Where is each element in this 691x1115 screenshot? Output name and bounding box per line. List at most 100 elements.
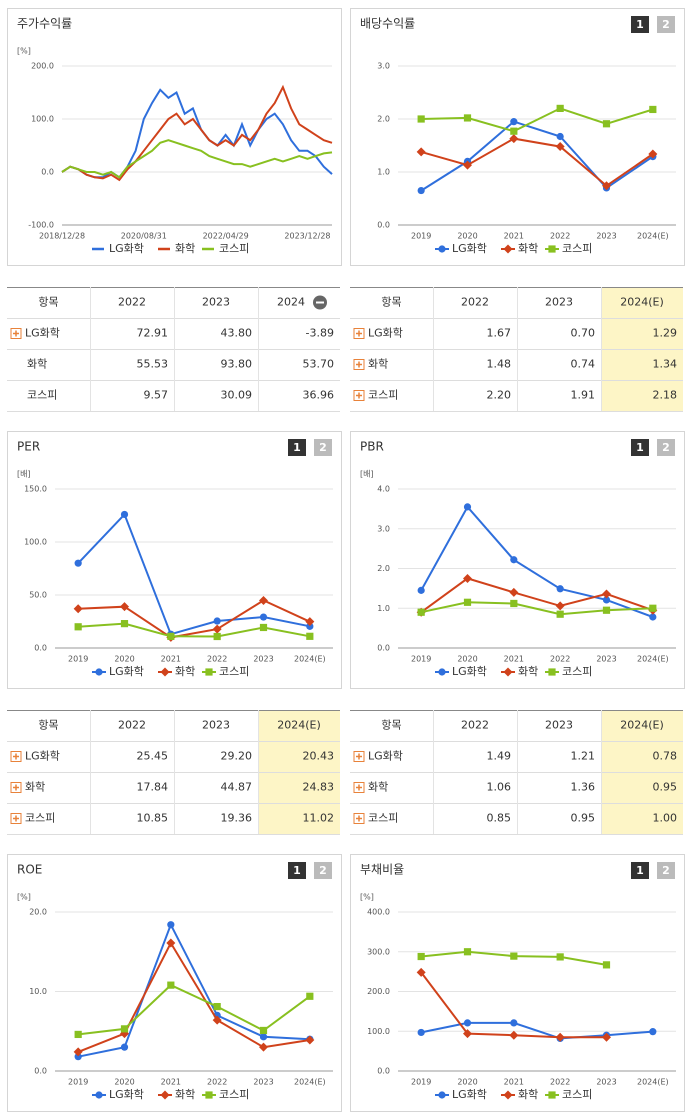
cell-value: 72.91 [137,327,169,340]
marker [510,556,518,564]
marker [510,127,518,135]
unit-label: [%] [17,893,31,902]
marker [649,613,657,621]
row-label: 코스피 [368,812,398,825]
series-line [61,88,333,179]
marker [438,668,446,676]
marker [509,134,519,144]
column-header: 2022 [461,719,489,732]
marker [548,1091,556,1099]
x-tick-label: 2019 [411,655,431,664]
page-button[interactable] [631,16,649,33]
cell-value: 1.29 [653,327,678,340]
page-button-label: 2 [662,441,670,454]
y-tick-label: 100.0 [31,115,54,124]
series-line [61,139,333,179]
marker [213,1003,221,1011]
page-button[interactable] [657,439,675,456]
legend-label: 화학 [175,1088,195,1101]
marker [649,604,657,612]
cell-value: 55.53 [137,358,169,371]
row-label: LG화학 [25,750,60,763]
panel [7,431,342,689]
legend-label: LG화학 [109,665,144,678]
marker [417,952,425,961]
y-tick-label: 400.0 [367,908,390,917]
row-label: 코스피 [25,812,55,825]
marker [416,147,426,157]
marker [205,1091,213,1099]
marker [503,1090,513,1100]
marker [555,142,565,152]
page-button[interactable] [314,862,332,879]
marker [548,245,556,253]
chart-title: ROE [17,863,42,877]
marker [417,586,425,594]
cell-value: -3.89 [306,327,334,340]
cell-value: 2.18 [653,389,678,402]
column-header: 항목 [38,296,58,309]
marker [510,599,518,608]
x-tick-label: 2022 [207,655,227,664]
series-line [420,505,654,618]
chart-title: 주가수익률 [17,17,72,31]
legend-label: 코스피 [562,1088,592,1101]
page-button[interactable] [657,862,675,879]
expand-icon-plus [13,330,19,337]
x-tick-label: 2024(E) [637,1078,669,1087]
unit-label: [배] [360,470,374,479]
cell-value: 24.83 [303,781,335,794]
y-tick-label: 200.0 [31,62,54,71]
marker [503,667,513,677]
page-button[interactable] [288,439,306,456]
marker [438,1091,446,1099]
y-tick-label: 1.0 [377,168,390,177]
page-button[interactable] [631,862,649,879]
cell-value: 1.21 [571,750,596,763]
series-line [61,84,333,182]
cell-value: 30.09 [221,389,253,402]
marker [259,1033,268,1041]
marker [602,120,611,128]
series-line [420,577,654,614]
cell-value: 2.20 [487,389,512,402]
x-tick-label: 2021 [504,655,524,664]
y-tick-label: 3.0 [377,62,390,71]
cell-value: 0.70 [571,327,596,340]
page-button[interactable] [288,862,306,879]
legend-label: 화학 [175,665,195,678]
x-tick-label: 2020 [457,232,477,241]
unit-label: [배] [17,470,31,479]
page-button-label: 1 [293,441,301,454]
expand-icon-plus [356,753,362,760]
marker [120,620,129,628]
cell-value: 25.45 [137,750,169,763]
column-header: 2022 [118,719,146,732]
page-button-label: 1 [636,441,644,454]
page-button-label: 2 [662,864,670,877]
marker [556,104,564,112]
cell-value: 1.06 [487,781,512,794]
marker [120,1025,129,1033]
page-button[interactable] [631,439,649,456]
page-button[interactable] [657,16,675,33]
page-button[interactable] [314,439,332,456]
series-line [77,512,310,636]
x-tick-label: 2023 [596,655,616,664]
column-header: 2023 [202,719,230,732]
series-line [77,922,310,1058]
expand-icon-plus [13,815,19,822]
cell-value: 43.80 [221,327,253,340]
marker [259,623,268,632]
legend-label: 코스피 [562,242,592,255]
marker [305,1035,315,1045]
series-line [420,120,654,192]
marker [602,1032,611,1042]
legend-label: LG화학 [452,665,487,678]
expand-icon-plus [356,784,362,791]
marker [212,624,222,634]
marker [503,244,513,254]
x-tick-label: 2021 [161,655,181,664]
y-tick-label: 10.0 [29,987,47,996]
